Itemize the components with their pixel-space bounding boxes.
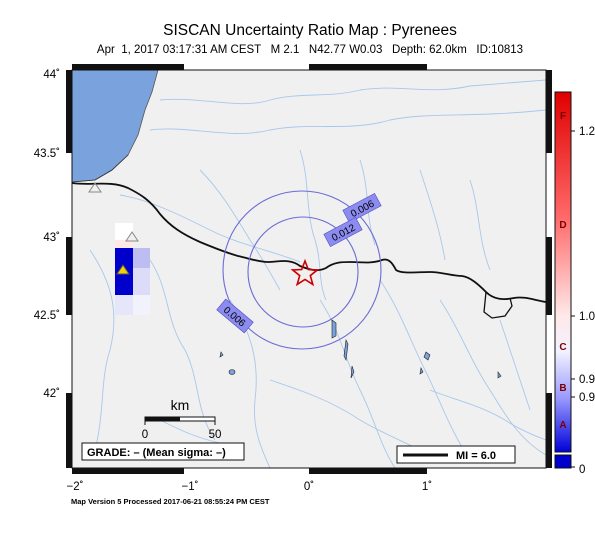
station-marker bbox=[88, 182, 102, 193]
colorbar-grade-letter: D bbox=[559, 220, 566, 231]
colorbar-grade-letter: A bbox=[559, 420, 566, 431]
colorbar-tick: 0 bbox=[579, 464, 585, 476]
colorbar-tick: 0.9 bbox=[579, 392, 595, 404]
uncertainty-cells bbox=[115, 223, 150, 315]
grade-text: GRADE: – (Mean sigma: –) bbox=[87, 447, 226, 459]
lon-label: −2˚ bbox=[67, 481, 84, 493]
colorbar-grade-letter: F bbox=[560, 111, 566, 122]
lon-label: 1˚ bbox=[422, 481, 432, 493]
colorbar-tick: 0.9 bbox=[579, 374, 595, 386]
colorbar: 1.2 1.0 0.9 0.9 0 F D C B A bbox=[554, 91, 595, 476]
lat-label: 42˚ bbox=[43, 388, 60, 400]
mi-text: MI = 6.0 bbox=[456, 450, 496, 462]
lon-label: −1˚ bbox=[182, 481, 199, 493]
colorbar-gradient bbox=[554, 91, 572, 453]
contour-lines bbox=[222, 190, 382, 350]
longitude-labels: −2˚ −1˚ 0˚ 1˚ bbox=[67, 481, 433, 493]
colorbar-grade-letter: C bbox=[559, 342, 566, 353]
colorbar-tick: 1.2 bbox=[579, 126, 595, 138]
mi-legend: MI = 6.0 bbox=[396, 445, 516, 464]
scale-start: 0 bbox=[142, 429, 148, 441]
lat-label: 44˚ bbox=[43, 69, 60, 81]
lat-label: 43.5˚ bbox=[34, 148, 60, 160]
river-network bbox=[89, 79, 546, 468]
station-marker bbox=[116, 264, 130, 275]
epicenter-star bbox=[290, 258, 320, 287]
grade-box: GRADE: – (Mean sigma: –) bbox=[81, 442, 245, 461]
lat-label: 43˚ bbox=[43, 232, 60, 244]
colorbar-tick: 1.0 bbox=[579, 311, 595, 323]
latitude-labels: 44˚ 43.5˚ 43˚ 42.5˚ 42˚ bbox=[34, 69, 60, 400]
scale-end: 50 bbox=[209, 429, 222, 441]
colorbar-zero-swatch bbox=[554, 454, 572, 469]
colorbar-grade-letter: B bbox=[559, 383, 566, 394]
scale-title: km bbox=[171, 397, 190, 413]
footer-version: Map Version 5 Processed 2017-06-21 08:55… bbox=[71, 497, 270, 506]
border-line bbox=[72, 182, 546, 303]
station-marker bbox=[125, 231, 139, 242]
frame-bands bbox=[66, 64, 552, 474]
lon-label: 0˚ bbox=[304, 481, 314, 493]
event-info: Apr 1, 2017 03:17:31 AM CEST M 2.1 N42.7… bbox=[96, 44, 524, 56]
lat-label: 42.5˚ bbox=[34, 310, 60, 322]
scale-bar: km 0 50 bbox=[142, 397, 222, 441]
map-title: SISCAN Uncertainty Ratio Map : Pyrenees bbox=[163, 22, 457, 39]
lakes bbox=[219, 319, 502, 379]
